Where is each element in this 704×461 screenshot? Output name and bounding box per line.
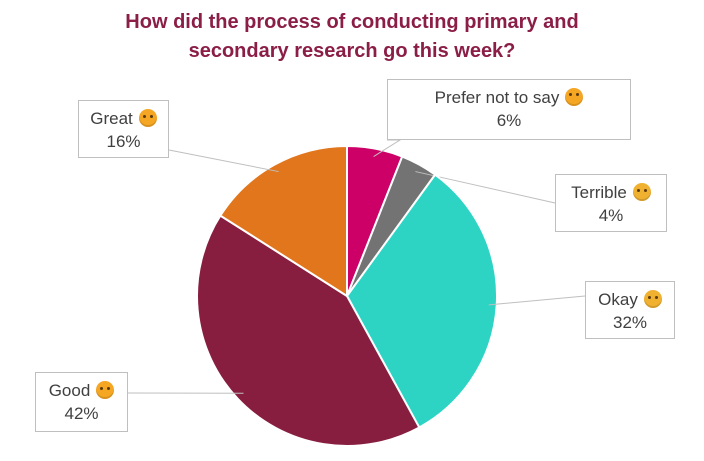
leader-line — [488, 295, 586, 306]
callout-label: Terrible — [571, 183, 627, 202]
pie-slice-okay — [345, 173, 498, 429]
callout-okay: Okay 32% — [585, 281, 675, 339]
worried-face-icon — [643, 290, 662, 308]
chart-title: How did the process of conducting primar… — [0, 8, 704, 66]
callout-value: 16% — [106, 132, 141, 151]
callout-great: Great 16% — [78, 100, 169, 158]
leader-line — [373, 139, 402, 157]
pie-slice-great — [218, 144, 348, 298]
smiling-face-icon — [96, 381, 115, 399]
chart-title-line-1: How did the process of conducting primar… — [125, 11, 579, 33]
callout-value: 4% — [598, 206, 624, 225]
grinning-face-icon — [138, 109, 157, 127]
callout-terrible: Terrible 4% — [555, 174, 667, 232]
leader-line — [168, 149, 279, 173]
callout-value: 6% — [496, 111, 522, 130]
grimacing-face-icon — [565, 88, 584, 106]
callout-label: Okay — [598, 290, 638, 309]
callout-prefer-not-to-say: Prefer not to say 6% — [387, 79, 631, 140]
pie-slice-good — [196, 214, 421, 447]
callout-value: 42% — [64, 404, 99, 423]
callout-label: Good — [48, 381, 91, 400]
callout-good: Good 42% — [35, 372, 128, 432]
chart-title-line-2: secondary research go this week? — [188, 40, 516, 62]
callout-value: 32% — [612, 313, 648, 332]
callout-label: Prefer not to say — [434, 88, 560, 107]
callout-label: Great — [90, 109, 133, 128]
pensive-face-icon — [632, 183, 651, 201]
